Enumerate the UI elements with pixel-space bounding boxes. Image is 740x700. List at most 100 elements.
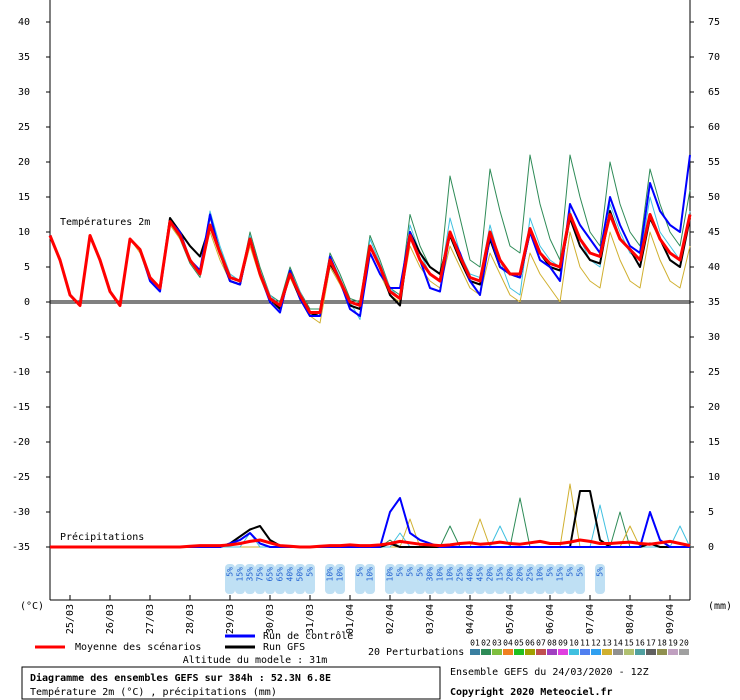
snow-label: 10%: [326, 567, 335, 582]
snow-label: 35%: [246, 567, 255, 582]
x-tick-label: 06/04: [545, 604, 556, 634]
perturbation-key: 11: [580, 639, 590, 648]
x-tick-label: 26/03: [105, 604, 116, 634]
y2-tick-label: 10: [708, 472, 720, 483]
y-unit: (°C): [20, 601, 44, 612]
y-tick-label: 5: [24, 262, 30, 273]
perturbation-swatch: [679, 649, 689, 655]
snow-bubble: [265, 564, 275, 594]
perturbation-key: 03: [492, 639, 502, 648]
perturbation-key: 20: [679, 639, 689, 648]
snow-bubble: [325, 564, 335, 594]
y-tick-label: 0: [24, 297, 30, 308]
snow-label: 10%: [446, 567, 455, 582]
legend-gfs: Run GFS: [263, 642, 305, 653]
snow-bubble: [245, 564, 255, 594]
y2-tick-label: 60: [708, 122, 720, 133]
perturbation-key: 06: [525, 639, 535, 648]
perturbation-key: 19: [668, 639, 678, 648]
perturbation-swatch: [602, 649, 612, 655]
y2-tick-label: 25: [708, 367, 720, 378]
legend-control: Run de contrôle: [263, 630, 353, 642]
x-tick-label: 04/04: [465, 604, 476, 634]
snow-bubble: [425, 564, 435, 594]
perturbation-key: 01: [470, 639, 480, 648]
x-tick-label: 07/04: [585, 604, 596, 634]
y2-tick-label: 20: [708, 402, 720, 413]
y2-tick-label: 30: [708, 332, 720, 343]
snow-bubble: [255, 564, 265, 594]
x-tick-label: 09/04: [665, 604, 676, 634]
snow-bubble: [545, 564, 555, 594]
x-tick-label: 03/04: [425, 604, 436, 634]
x-tick-label: 27/03: [145, 604, 156, 634]
snow-bubble: [305, 564, 315, 594]
perturbation-swatch: [547, 649, 557, 655]
snow-label: 5%: [546, 567, 555, 577]
perturbation-swatch: [624, 649, 634, 655]
y-tick-label: -10: [12, 367, 30, 378]
y-tick-label: -30: [12, 507, 30, 518]
legend-mean: Moyenne des scénarios: [75, 641, 201, 653]
snow-bubble: [395, 564, 405, 594]
precip-line: [50, 497, 690, 548]
snow-label: 10%: [336, 567, 345, 582]
snow-label: 50%: [296, 567, 305, 582]
snow-bubble: [575, 564, 585, 594]
snow-bubble: [435, 564, 445, 594]
snow-label: 10%: [366, 567, 375, 582]
snow-label: 5%: [596, 567, 605, 577]
snow-label: 20%: [516, 567, 525, 582]
perturbation-swatch: [558, 649, 568, 655]
title: Diagramme des ensembles GEFS sur 384h : …: [30, 672, 331, 684]
snow-bubble: [515, 564, 525, 594]
x-tick-label: 30/03: [265, 604, 276, 634]
snow-label: 15%: [236, 567, 245, 582]
perturbation-swatch: [668, 649, 678, 655]
perturbation-key: 02: [481, 639, 491, 648]
perturbation-key: 08: [547, 639, 557, 648]
perturbation-key: 12: [591, 639, 601, 648]
snow-label: 25%: [526, 567, 535, 582]
perturbation-key: 17: [646, 639, 656, 648]
perturbation-key: 18: [657, 639, 667, 648]
y-tick-label: -20: [12, 437, 30, 448]
snow-label: 65%: [266, 567, 275, 582]
altitude: Altitude du modele : 31m: [183, 655, 328, 666]
snow-label: 5%: [566, 567, 575, 577]
perturbation-key: 07: [536, 639, 546, 648]
perturbation-key: 14: [613, 639, 623, 648]
perturbation-swatch: [569, 649, 579, 655]
snow-label: 20%: [506, 567, 515, 582]
info-box: [21, 666, 441, 700]
perturbation-swatch: [591, 649, 601, 655]
y2-tick-label: 55: [708, 157, 720, 168]
snow-bubble: [565, 564, 575, 594]
run-label: Ensemble GEFS du 24/03/2020 - 12Z: [450, 667, 649, 678]
y-tick-label: 30: [18, 87, 30, 98]
snow-label: 25%: [456, 567, 465, 582]
snow-label: 5%: [226, 567, 235, 577]
snow-label: 10%: [386, 567, 395, 582]
snow-bubble: [335, 564, 345, 594]
x-tick-label: 31/03: [305, 604, 316, 634]
perturbation-swatch: [646, 649, 656, 655]
y-tick-label: 15: [18, 192, 30, 203]
snow-label: 5%: [356, 567, 365, 577]
snow-bubble: [365, 564, 375, 594]
y2-tick-label: 65: [708, 87, 720, 98]
snow-label: 5%: [306, 567, 315, 577]
x-tick-label: 29/03: [225, 604, 236, 634]
precip-line: [50, 538, 691, 549]
snow-bubble: [225, 564, 235, 594]
y-tick-label: 35: [18, 52, 30, 63]
snow-bubble: [465, 564, 475, 594]
snow-label: 40%: [286, 567, 295, 582]
snow-bubble: [535, 564, 545, 594]
snow-bubble: [405, 564, 415, 594]
subtitle: Température 2m (°C) , précipitations (mm…: [30, 686, 277, 698]
snow-label: 10%: [536, 567, 545, 582]
x-tick-label: 05/04: [505, 604, 516, 634]
y-tick-label: -15: [12, 402, 30, 413]
